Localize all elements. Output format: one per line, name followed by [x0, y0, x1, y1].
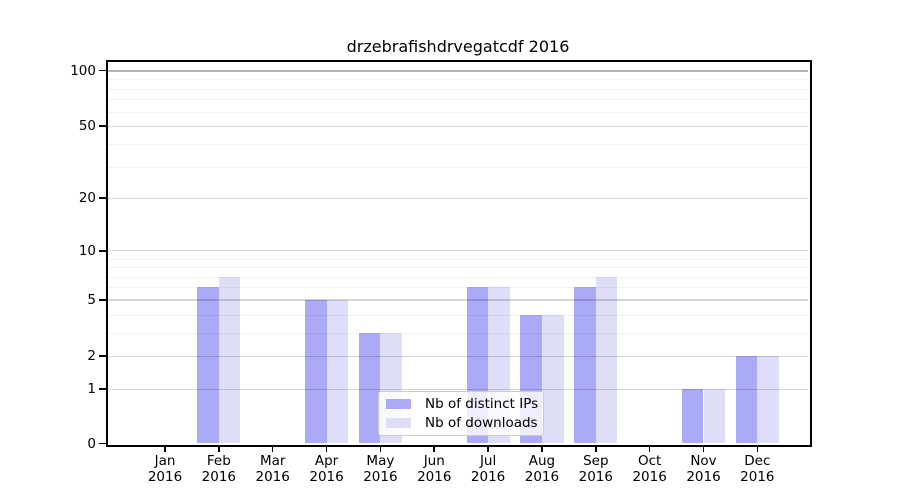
minor-gridline	[108, 88, 808, 90]
bar-distinct-ips-nov	[681, 389, 704, 444]
legend-swatch-distinct-ips	[386, 398, 411, 409]
x-tick-mark	[595, 446, 597, 452]
bar-downloads-dec	[757, 356, 779, 444]
minor-gridline	[108, 314, 808, 316]
x-tick-label: May 2016	[363, 453, 398, 485]
x-tick-mark	[487, 446, 489, 452]
major-gridline	[108, 299, 808, 301]
bar-distinct-ips-apr	[304, 299, 327, 444]
legend-label-distinct-ips: Nb of distinct IPs	[425, 395, 539, 412]
major-gridline	[108, 125, 808, 127]
minor-gridline	[108, 276, 808, 278]
x-tick-mark	[756, 446, 759, 452]
x-tick-mark	[164, 446, 166, 452]
minor-gridline	[108, 111, 808, 113]
y-tick-label: 10	[78, 242, 96, 259]
major-gridline	[108, 250, 808, 252]
y-tick-label: 2	[87, 348, 96, 365]
minor-gridline	[108, 79, 808, 81]
x-tick-mark	[433, 446, 436, 452]
y-tick-mark	[99, 125, 106, 127]
minor-gridline	[108, 143, 808, 145]
y-tick-mark	[99, 69, 106, 72]
major-gridline	[108, 70, 808, 72]
x-tick-label: Sep 2016	[578, 453, 613, 485]
legend-label-downloads: Nb of downloads	[425, 415, 538, 432]
x-tick-mark	[218, 446, 220, 452]
y-tick-label: 0	[87, 435, 96, 452]
bar-downloads-nov	[703, 389, 726, 444]
y-tick-mark	[99, 388, 106, 390]
x-tick-mark	[271, 446, 274, 452]
x-tick-label: Dec 2016	[740, 453, 775, 485]
legend-item-distinct-ips: Nb of distinct IPs	[386, 394, 543, 414]
legend-item-downloads: Nb of downloads	[386, 414, 543, 434]
y-tick-label: 5	[87, 291, 96, 308]
x-tick-label: Feb 2016	[201, 453, 237, 485]
bar-distinct-ips-may	[358, 332, 381, 444]
bar-downloads-apr	[326, 299, 349, 444]
y-tick-mark	[99, 197, 106, 200]
x-tick-mark	[379, 446, 382, 452]
x-tick-label: Mar 2016	[255, 453, 290, 485]
bar-distinct-ips-sep	[574, 287, 596, 444]
y-tick-mark	[99, 355, 106, 358]
x-tick-label: Jul 2016	[470, 453, 506, 485]
x-tick-mark	[648, 446, 651, 452]
y-tick-label: 100	[70, 62, 96, 79]
x-tick-label: Aug 2016	[524, 453, 560, 485]
major-gridline	[108, 388, 808, 390]
x-tick-mark	[541, 446, 543, 452]
chart-title: drzebrafishdrvegatcdf 2016	[346, 37, 570, 56]
minor-gridline	[108, 267, 808, 269]
x-tick-label: Nov 2016	[686, 453, 721, 485]
bar-downloads-sep	[595, 276, 618, 444]
x-tick-mark	[702, 446, 705, 452]
bar-distinct-ips-dec	[735, 356, 758, 444]
x-tick-mark	[325, 446, 328, 452]
y-tick-label: 1	[87, 381, 96, 398]
minor-gridline	[108, 287, 808, 289]
x-tick-label: Jan 2016	[147, 453, 183, 485]
minor-gridline	[108, 258, 808, 260]
major-gridline	[108, 197, 808, 199]
legend-swatch-downloads	[386, 418, 411, 429]
y-tick-label: 20	[78, 190, 96, 207]
x-tick-label: Apr 2016	[309, 453, 344, 485]
y-tick-mark	[99, 299, 106, 301]
legend: Nb of distinct IPs Nb of downloads	[378, 391, 544, 436]
major-gridline	[108, 355, 808, 357]
minor-gridline	[108, 166, 808, 168]
x-tick-label: Oct 2016	[632, 453, 667, 485]
bar-distinct-ips-feb	[197, 287, 219, 444]
x-tick-label: Jun 2016	[417, 453, 452, 485]
y-tick-label: 50	[78, 118, 96, 135]
y-tick-mark	[99, 249, 106, 252]
bar-downloads-feb	[218, 276, 241, 444]
y-tick-mark	[99, 442, 106, 445]
bar-downloads-aug	[541, 314, 564, 444]
minor-gridline	[108, 99, 808, 101]
minor-gridline	[108, 332, 808, 334]
